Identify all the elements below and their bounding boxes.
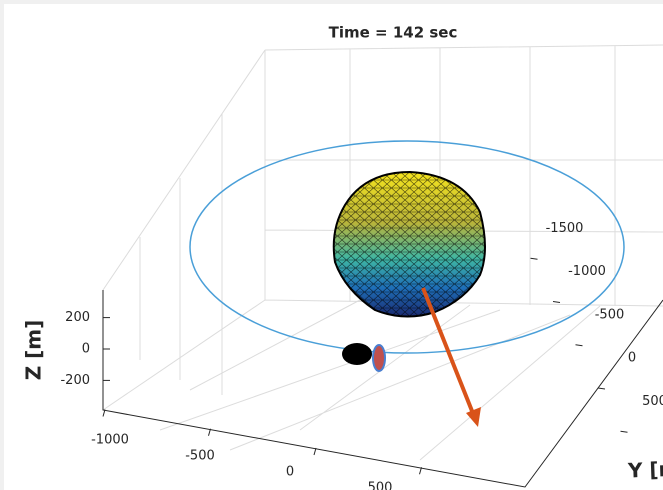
asteroid [334, 172, 485, 317]
y-tick-label: 500 [642, 394, 663, 409]
z-tick-label: -200 [60, 373, 90, 388]
shadow-body [342, 343, 372, 365]
z-axis-label: Z [m] [22, 320, 46, 381]
y-tick-label: 0 [628, 351, 636, 366]
x-tick-label: -500 [185, 449, 215, 464]
y-axis-label: Y [m] [627, 456, 663, 482]
z-tick-label: 0 [82, 342, 90, 357]
x-tick-label: 500 [368, 481, 393, 490]
chart: Time = 142 sec Z [m] Y [m] -200 0 200 -1000… [0, 0, 663, 490]
y-tick-label: -1500 [546, 221, 584, 236]
spacecraft [373, 345, 385, 371]
z-tick-label: 200 [65, 310, 90, 325]
y-tick-label: -500 [595, 307, 625, 322]
chart-title: Time = 142 sec [329, 24, 458, 42]
y-tick-label: -1000 [568, 264, 606, 279]
x-tick-label: -1000 [91, 433, 129, 448]
x-tick-label: 0 [286, 465, 294, 480]
